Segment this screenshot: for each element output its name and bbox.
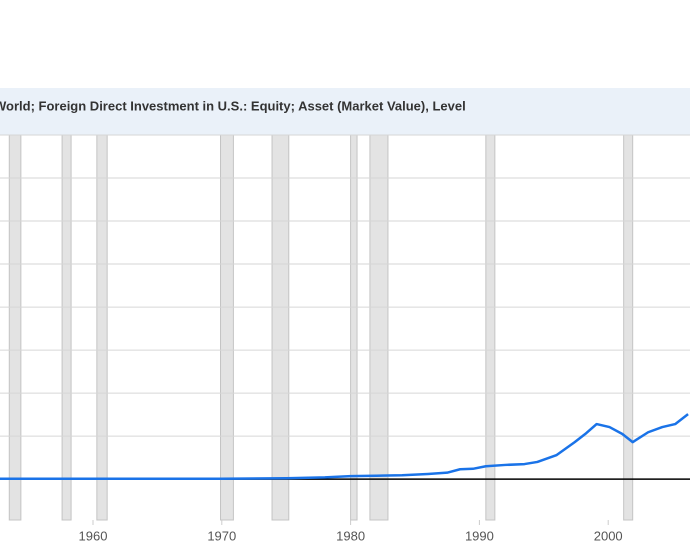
recession-band bbox=[485, 134, 496, 521]
x-tick-label: 2000 bbox=[594, 528, 623, 543]
recession-band bbox=[623, 134, 634, 521]
x-tick-label: 1980 bbox=[336, 528, 365, 543]
recession-band bbox=[369, 134, 389, 521]
header-band bbox=[0, 88, 690, 135]
recession-band bbox=[8, 134, 22, 521]
chart-title: World; Foreign Direct Investment in U.S.… bbox=[0, 98, 466, 113]
series-line bbox=[0, 413, 689, 480]
recession-band bbox=[61, 134, 72, 521]
x-tick-label: 1960 bbox=[79, 528, 108, 543]
x-tick-label: 1990 bbox=[465, 528, 494, 543]
x-tick-label: 1970 bbox=[207, 528, 236, 543]
recession-band bbox=[96, 134, 108, 521]
recession-band bbox=[350, 134, 358, 521]
recession-band bbox=[271, 134, 290, 521]
recession-band bbox=[220, 134, 234, 521]
